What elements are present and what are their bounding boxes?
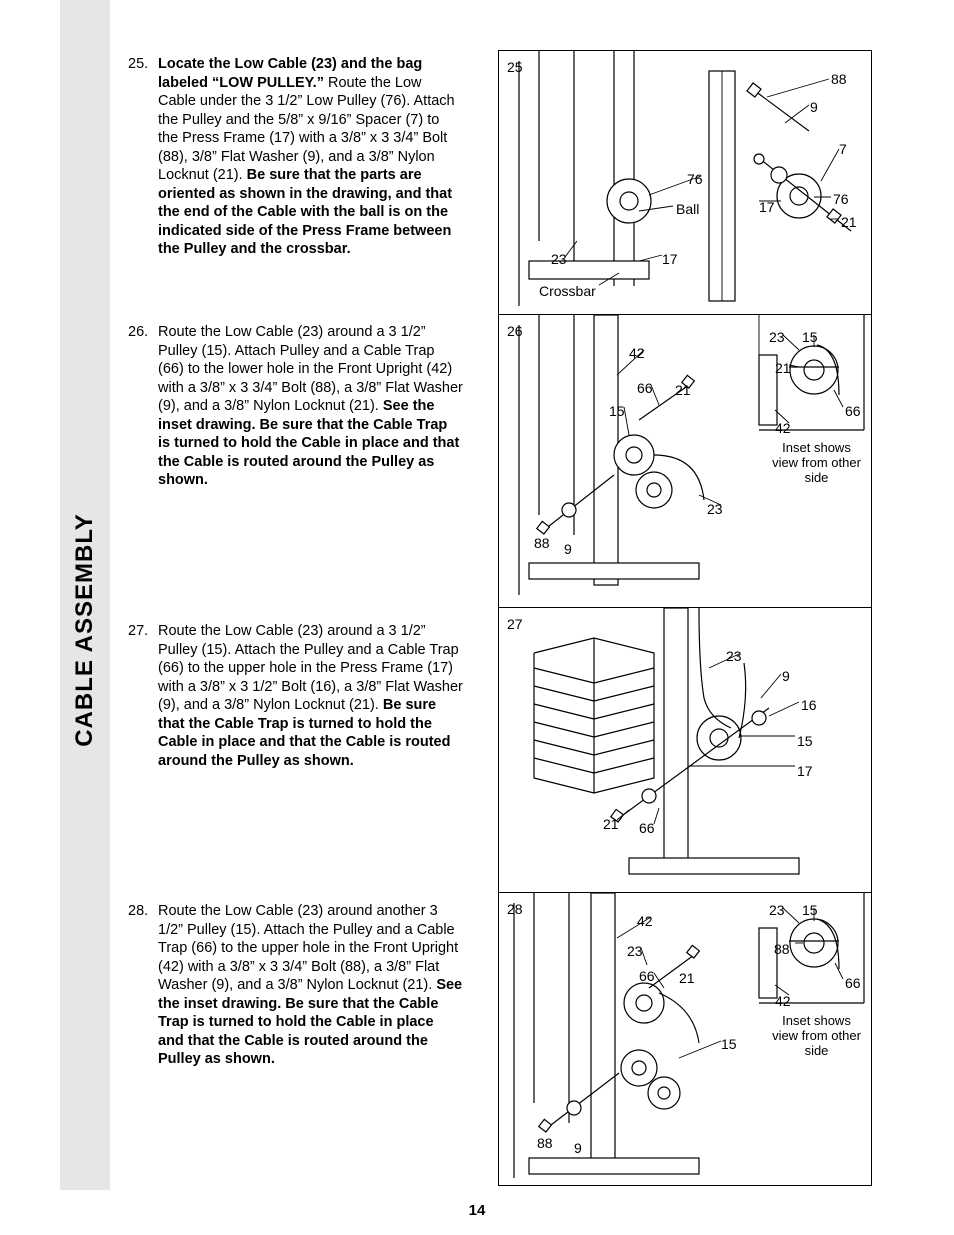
callout-label: 15	[802, 329, 818, 345]
callout-label: 23	[627, 943, 643, 959]
step-25-num: 25.	[128, 55, 158, 74]
callout-label: 15	[721, 1036, 737, 1052]
callout-label: 15	[802, 902, 818, 918]
step-26-num: 26.	[128, 323, 158, 342]
callout-label: 23	[769, 902, 785, 918]
diagram-26-stepnum: 26	[507, 323, 523, 339]
callout-label: 23	[726, 648, 742, 664]
callout-label: 66	[639, 820, 655, 836]
callout-label: 42	[637, 913, 653, 929]
diagram-26-inset-caption: Inset shows view from other side	[769, 441, 864, 486]
callout-label: 88	[537, 1135, 553, 1151]
diagram-25: 25	[498, 50, 872, 315]
callout-label: 21	[679, 970, 695, 986]
step-25-body: Locate the Low Cable (23) and the bag la…	[158, 55, 463, 259]
callout-label: 88	[831, 71, 847, 87]
diagram-25-stepnum: 25	[507, 59, 523, 75]
callout-label: 21	[841, 214, 857, 230]
callout-label: 76	[687, 171, 703, 187]
callout-label: 21	[775, 360, 791, 376]
step-26-body: Route the Low Cable (23) around a 3 1/2”…	[158, 323, 463, 490]
step-28-body: Route the Low Cable (23) around another …	[158, 902, 463, 1069]
diagram-28-stepnum: 28	[507, 901, 523, 917]
callout-label: 42	[775, 993, 791, 1009]
callout-label: 17	[759, 199, 775, 215]
callout-label: 15	[797, 733, 813, 749]
diagram-26: 26	[498, 315, 872, 608]
callout-label: 66	[845, 975, 861, 991]
callout-label: 42	[775, 420, 791, 436]
diagram-27: 27	[498, 608, 872, 893]
callout-label: 42	[629, 345, 645, 361]
step-27-body: Route the Low Cable (23) around a 3 1/2”…	[158, 622, 463, 770]
callout-label: 9	[564, 541, 572, 557]
callout-label: 66	[637, 380, 653, 396]
callout-label: 9	[782, 668, 790, 684]
page: CABLE ASSEMBLY 25. Locate the Low Cable …	[0, 0, 954, 1235]
section-label: CABLE ASSEMBLY	[60, 500, 110, 760]
callout-label: 9	[810, 99, 818, 115]
diagram-27-svg	[499, 608, 873, 893]
diagram-25-svg	[499, 51, 873, 316]
callout-label: 17	[797, 763, 813, 779]
callout-label: 17	[662, 251, 678, 267]
callout-label: Crossbar	[539, 283, 596, 299]
step-25: 25. Locate the Low Cable (23) and the ba…	[128, 55, 463, 259]
step-28: 28. Route the Low Cable (23) around anot…	[128, 902, 463, 1069]
diagram-28: 28	[498, 893, 872, 1186]
callout-label: 66	[845, 403, 861, 419]
callout-label: 21	[603, 816, 619, 832]
callout-label: Ball	[676, 201, 699, 217]
step-28-num: 28.	[128, 902, 158, 921]
callout-label: 9	[574, 1140, 582, 1156]
callout-label: 23	[707, 501, 723, 517]
callout-label: 23	[551, 251, 567, 267]
step-28-text: Route the Low Cable (23) around another …	[158, 903, 458, 993]
callout-label: 76	[833, 191, 849, 207]
page-number: 14	[0, 1202, 954, 1219]
step-27-num: 27.	[128, 622, 158, 641]
step-27: 27. Route the Low Cable (23) around a 3 …	[128, 622, 463, 770]
callout-label: 88	[774, 941, 790, 957]
callout-label: 66	[639, 968, 655, 984]
callout-label: 21	[675, 382, 691, 398]
callout-label: 7	[839, 141, 847, 157]
callout-label: 88	[534, 535, 550, 551]
callout-label: 23	[769, 329, 785, 345]
callout-label: 16	[801, 697, 817, 713]
diagram-column: 25	[498, 50, 872, 1186]
step-26: 26. Route the Low Cable (23) around a 3 …	[128, 323, 463, 490]
callout-label: 15	[609, 403, 625, 419]
diagram-27-stepnum: 27	[507, 616, 523, 632]
section-label-text: CABLE ASSEMBLY	[71, 513, 99, 747]
diagram-28-inset-caption: Inset shows view from other side	[769, 1014, 864, 1059]
